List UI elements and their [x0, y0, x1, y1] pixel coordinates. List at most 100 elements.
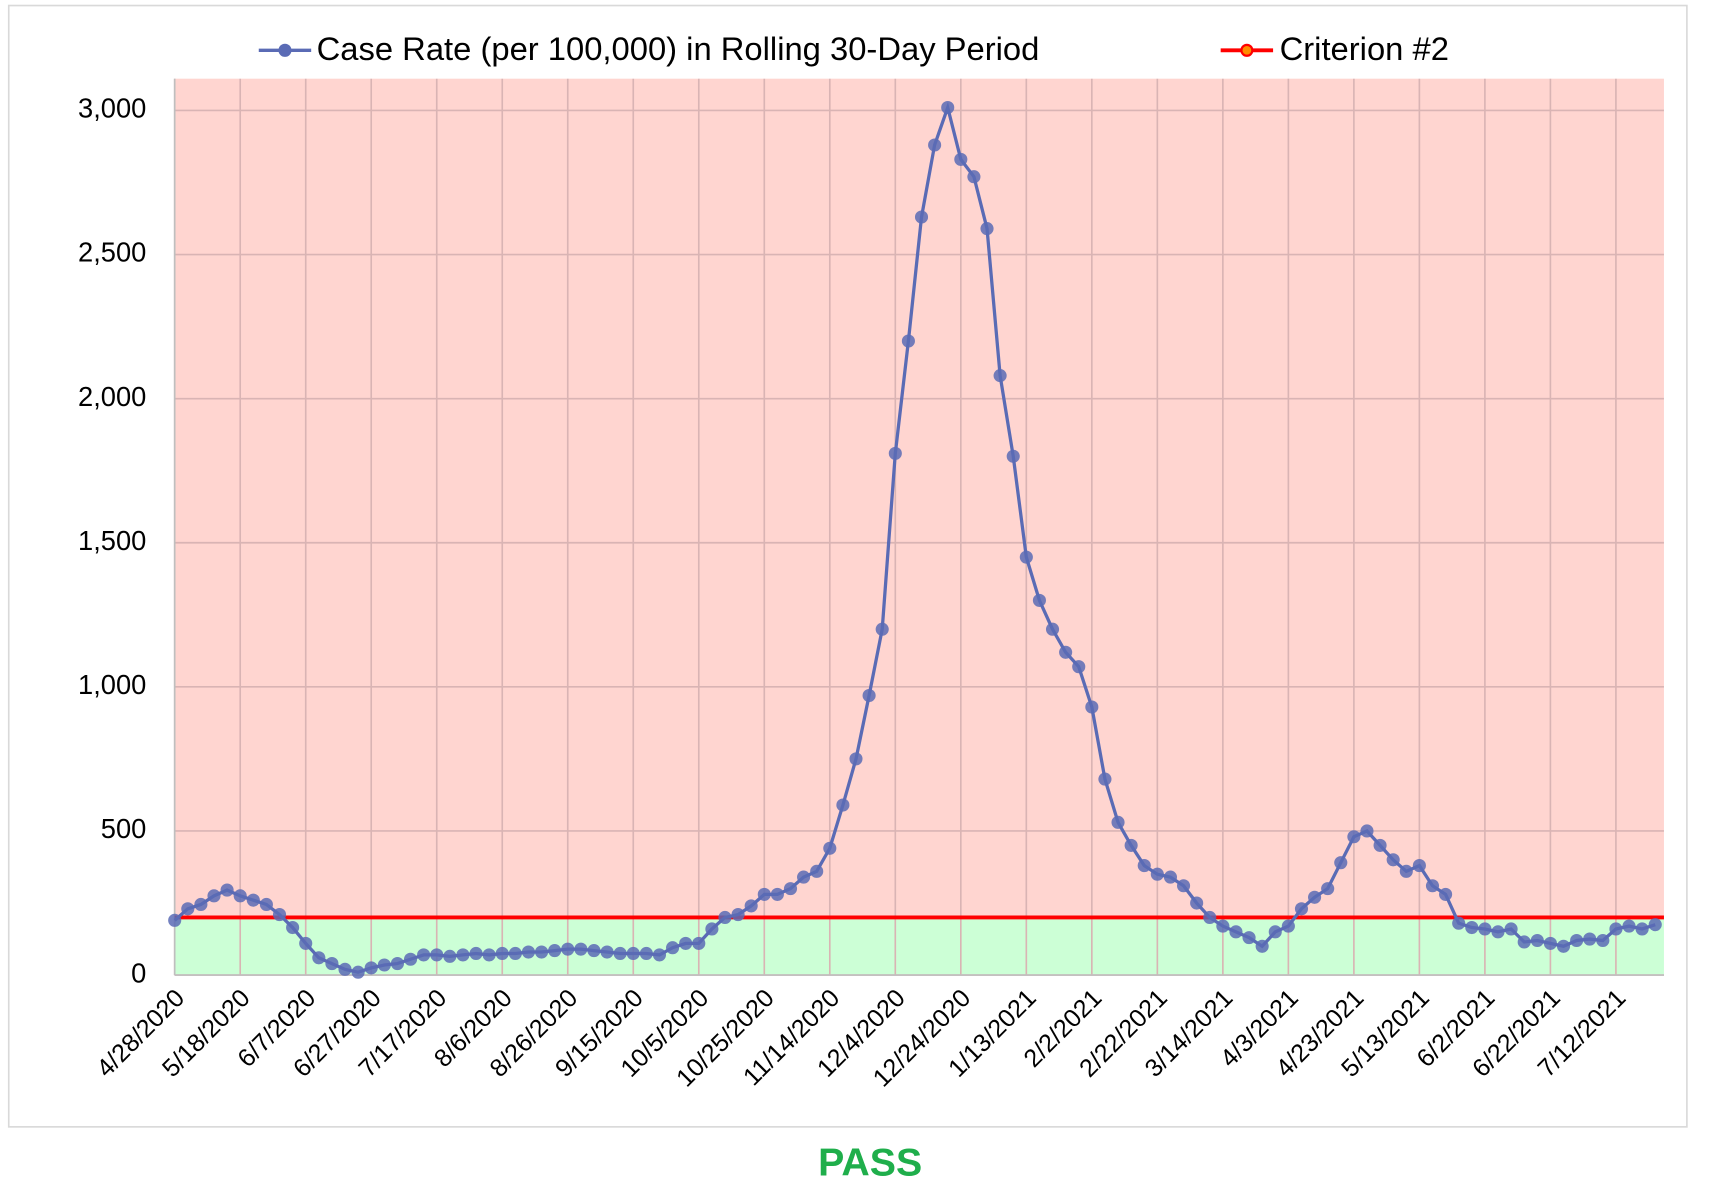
data-point [823, 841, 837, 855]
data-point [1530, 933, 1544, 948]
y-tick-label: 1,500 [78, 525, 146, 556]
data-point [993, 369, 1007, 383]
data-point [574, 942, 588, 956]
data-point [679, 936, 693, 950]
data-point [980, 222, 994, 236]
data-point [1098, 772, 1112, 786]
data-point [430, 948, 444, 962]
data-point [1596, 933, 1610, 948]
data-point [652, 948, 667, 962]
data-point [168, 913, 182, 927]
data-point [1163, 870, 1177, 884]
data-point [495, 946, 509, 961]
data-point [941, 100, 955, 115]
data-point [246, 893, 260, 907]
data-point [770, 887, 784, 901]
data-point [587, 944, 601, 958]
data-point [417, 948, 431, 962]
data-point [1491, 925, 1505, 939]
below-region [174, 917, 1664, 976]
data-point [482, 948, 496, 962]
data-point [364, 961, 378, 975]
data-point [1255, 939, 1269, 953]
data-point [1085, 700, 1099, 714]
data-point [181, 902, 195, 916]
y-tick-label: 1,000 [78, 669, 146, 700]
data-point [1137, 859, 1151, 873]
data-point [1216, 919, 1230, 933]
data-point [233, 889, 247, 903]
data-point [666, 941, 680, 955]
data-point [390, 957, 404, 971]
data-point [338, 962, 352, 976]
data-point [1308, 890, 1322, 904]
data-point [1268, 925, 1282, 939]
data-point [1072, 660, 1086, 674]
data-point [1386, 853, 1400, 867]
data-point [1504, 922, 1518, 936]
data-point [1032, 593, 1046, 607]
data-point [1045, 622, 1060, 636]
data-point [1570, 933, 1584, 948]
data-point [1321, 882, 1335, 896]
data-point [207, 889, 221, 903]
data-point [1229, 925, 1243, 939]
data-point [613, 946, 627, 961]
legend-marker [278, 43, 292, 57]
data-point [561, 942, 575, 956]
data-point [1203, 910, 1217, 925]
data-point [1177, 879, 1191, 893]
data-point [836, 798, 850, 812]
data-point [954, 152, 968, 166]
data-point [508, 946, 522, 961]
data-point [849, 752, 863, 766]
data-point [914, 210, 929, 224]
data-point [469, 946, 483, 961]
data-point [718, 910, 732, 925]
data-point [1334, 856, 1348, 870]
data-point [548, 944, 562, 958]
data-point [639, 946, 653, 961]
data-point [862, 688, 876, 703]
data-point [731, 908, 745, 922]
data-point [928, 138, 942, 152]
data-point [1373, 838, 1387, 852]
data-point [1648, 918, 1662, 932]
data-point [757, 887, 771, 901]
data-point [783, 882, 798, 896]
data-point [443, 949, 457, 963]
data-point [626, 946, 640, 961]
data-point [1412, 859, 1426, 873]
data-point [1150, 867, 1164, 881]
data-point [1609, 922, 1623, 936]
data-point [521, 945, 535, 959]
data-point [325, 957, 339, 971]
data-point [1006, 449, 1020, 463]
data-point [1425, 879, 1440, 893]
data-point [901, 334, 915, 348]
data-point [1294, 902, 1309, 916]
data-point [1556, 939, 1571, 953]
data-point [1583, 932, 1597, 946]
data-point [1543, 936, 1557, 950]
data-point [1635, 922, 1649, 936]
legend-label: Criterion #2 [1280, 30, 1449, 67]
data-point [286, 920, 300, 935]
data-point [259, 897, 273, 912]
data-point [299, 936, 313, 950]
data-point [1242, 931, 1256, 945]
data-point [705, 922, 719, 936]
data-point [1478, 922, 1492, 936]
data-point [403, 952, 418, 966]
data-point [1190, 896, 1204, 910]
data-point [1111, 815, 1125, 829]
data-point [1622, 919, 1636, 933]
data-point [194, 897, 208, 912]
data-point [1465, 920, 1479, 935]
data-point [377, 958, 391, 972]
pass-label: PASS [818, 1140, 922, 1184]
y-tick-label: 3,000 [78, 93, 146, 124]
data-point [1452, 916, 1466, 930]
